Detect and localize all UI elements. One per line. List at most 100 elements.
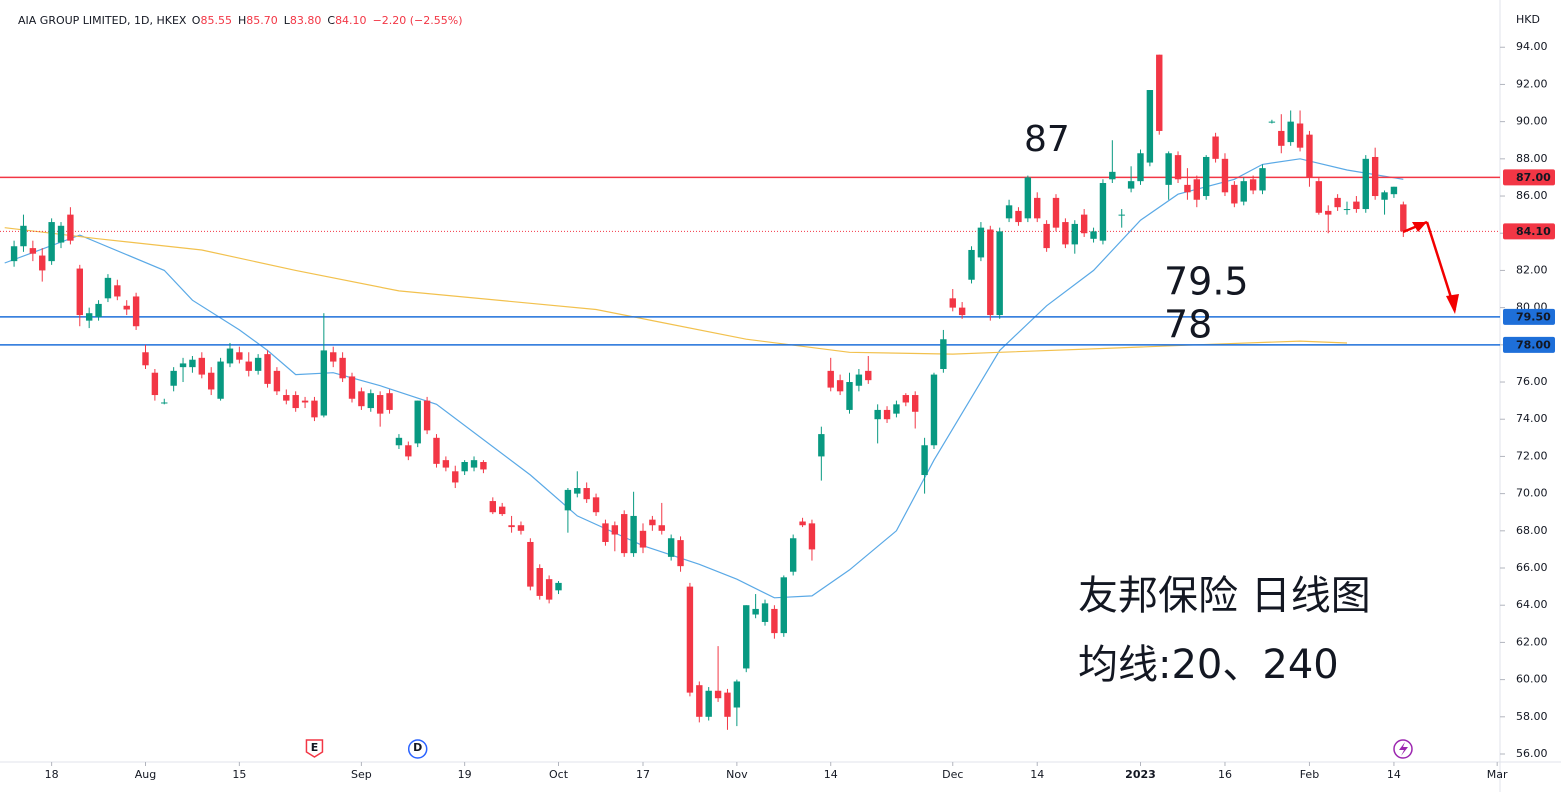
candle-body: [1034, 197, 1041, 219]
candle-body: [1193, 179, 1201, 200]
candle-body: [818, 434, 825, 457]
candle-body: [1400, 204, 1407, 232]
candle-body: [179, 363, 187, 368]
candle-body: [639, 530, 647, 548]
level-label-box: [1503, 308, 1555, 325]
legend-value: 85.55: [200, 14, 232, 27]
x-tick-label: 14: [1387, 768, 1401, 781]
x-tick-label: Dec: [942, 768, 963, 781]
annotation: 友邦保险 日线图: [1078, 573, 1371, 619]
candle-body: [1212, 136, 1219, 159]
candle-body: [348, 376, 356, 399]
candle-body: [574, 488, 581, 494]
candle-body: [283, 395, 290, 401]
candle-body: [123, 305, 130, 310]
x-tick-label: Aug: [135, 768, 156, 781]
candle-body: [498, 506, 506, 515]
candle-body: [836, 380, 844, 392]
x-tick-label: Nov: [726, 768, 748, 781]
y-tick-label: 82.00: [1516, 263, 1548, 276]
candle-body: [1315, 181, 1323, 213]
candle-body: [170, 370, 177, 386]
candle-body: [236, 352, 243, 360]
candle-body: [1174, 155, 1182, 180]
candle-body: [480, 461, 487, 470]
candle-body: [621, 514, 628, 554]
candle-body: [1325, 210, 1332, 215]
candle-body: [1240, 181, 1247, 202]
candle-body: [320, 350, 328, 416]
event-icon: [407, 739, 428, 759]
candle-body: [405, 445, 412, 457]
candle-body: [808, 523, 816, 550]
candle-body: [461, 461, 468, 472]
candle-body: [527, 541, 534, 587]
candle-body: [1137, 153, 1144, 182]
candle-body: [827, 370, 834, 388]
x-tick-label: 18: [45, 768, 59, 781]
candle-body: [489, 501, 497, 513]
candle-body: [1043, 223, 1050, 249]
candle-body: [940, 339, 947, 370]
candle-body: [104, 277, 112, 299]
level-label: 87.00: [1516, 171, 1551, 184]
legend-title: AIA GROUP LIMITED, 1D, HKEX: [18, 14, 187, 27]
candle-body: [996, 231, 1003, 316]
x-tick-label: 2023: [1125, 768, 1156, 781]
annotation: 78: [1164, 303, 1212, 347]
candle-body: [583, 488, 590, 500]
level-label: 84.10: [1516, 225, 1551, 238]
level-label-box: [1503, 336, 1555, 353]
candle-body: [921, 445, 928, 476]
candle-body: [48, 222, 55, 262]
candle-body: [1184, 184, 1191, 193]
candle-body: [264, 354, 271, 384]
candle-body: [930, 374, 938, 446]
candle-body: [1202, 156, 1210, 197]
candle-body: [442, 460, 450, 468]
candle-body: [1278, 130, 1285, 146]
legend-key: C: [327, 14, 335, 27]
candle-body: [658, 525, 665, 531]
candle-body: [1118, 214, 1125, 216]
candle-body: [724, 692, 731, 717]
y-tick-label: 68.00: [1516, 524, 1548, 537]
candle-body: [132, 296, 140, 327]
candle-body: [968, 249, 975, 280]
candle-body: [1062, 222, 1069, 245]
candle-body: [912, 395, 919, 412]
candle-body: [1090, 231, 1097, 239]
legend-value: 85.70: [246, 14, 278, 27]
candle-body: [1362, 158, 1369, 210]
x-tick-label: Oct: [549, 768, 569, 781]
x-tick-label: 14: [824, 768, 838, 781]
y-tick-label: 66.00: [1516, 561, 1548, 574]
candle-body: [76, 268, 83, 316]
candle-body: [902, 395, 910, 403]
candle-body: [1287, 121, 1294, 143]
candle-body: [508, 525, 515, 528]
candle-body: [1015, 210, 1022, 223]
y-tick-label: 86.00: [1516, 189, 1548, 202]
y-tick-label: 88.00: [1516, 152, 1548, 165]
candle-body: [1334, 197, 1341, 208]
candle-body: [592, 497, 600, 513]
candle-body: [10, 246, 18, 262]
candle-body: [273, 370, 281, 392]
candle-body: [114, 285, 121, 297]
y-tick-label: 94.00: [1516, 40, 1548, 53]
candle-body: [714, 690, 722, 699]
candle-body: [686, 586, 694, 693]
candle-body: [555, 582, 562, 591]
legend-key: L: [284, 14, 291, 27]
candle-body: [789, 538, 797, 572]
x-tick-label: 19: [458, 768, 472, 781]
candle-body: [667, 538, 675, 557]
candle-body: [1024, 177, 1032, 219]
annotation: 87: [1024, 119, 1070, 160]
y-tick-label: 74.00: [1516, 412, 1548, 425]
overlay: [1393, 220, 1459, 759]
candle-body: [883, 409, 891, 420]
legend-key: H: [238, 14, 246, 27]
